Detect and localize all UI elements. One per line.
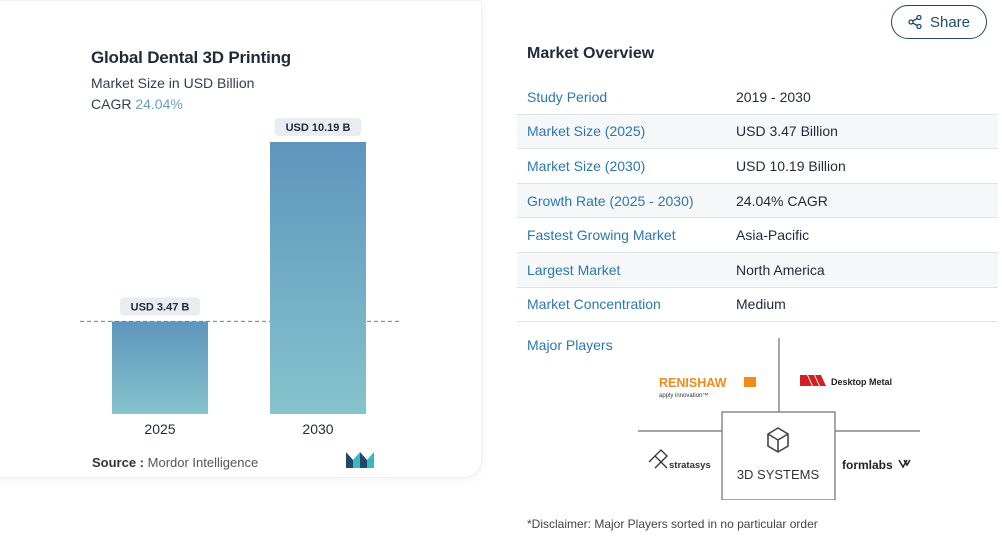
major-players-grid: RENISHAW apply innovation™ Desktop Metal… — [638, 338, 920, 500]
overview-key[interactable]: Market Concentration — [527, 296, 661, 313]
renishaw-name: RENISHAW — [659, 376, 727, 390]
source-label: Source : — [92, 455, 145, 470]
market-overview-table: Study Period 2019 - 2030 Market Size (2025… — [517, 80, 998, 323]
major-players-title: Major Players — [527, 337, 613, 353]
bar-chart: USD 3.47 B 2025 USD 10.19 B 2030 — [80, 118, 400, 437]
formlabs-name: formlabs — [842, 458, 893, 472]
overview-key[interactable]: Market Size (2030) — [527, 157, 646, 174]
mordor-logo-icon — [346, 452, 374, 468]
chart-subtitle: Market Size in USD Billion — [91, 75, 255, 91]
stratasys-name: stratasys — [669, 460, 711, 471]
overview-row: Market Size (2025) USD 3.47 Billion — [517, 114, 998, 150]
source-value: Mordor Intelligence — [147, 455, 259, 470]
overview-value: Asia-Pacific — [736, 227, 810, 244]
desktop-metal-logo: Desktop Metal — [800, 375, 892, 387]
renishaw-tagline: apply innovation™ — [659, 392, 708, 399]
overview-row: Study Period 2019 - 2030 — [517, 80, 998, 115]
3d-systems-logo: 3D SYSTEMS — [737, 427, 820, 482]
cagr-label: CAGR — [91, 96, 132, 112]
overview-key[interactable]: Growth Rate (2025 - 2030) — [527, 192, 694, 209]
bar-2025 — [112, 321, 208, 414]
x-tick-label-2025: 2025 — [144, 421, 175, 437]
chart-card — [0, 0, 482, 478]
3d-systems-name: 3D SYSTEMS — [737, 467, 820, 482]
share-icon — [908, 15, 922, 29]
data-label-2025: USD 3.47 B — [131, 301, 190, 313]
overview-key[interactable]: Study Period — [527, 88, 608, 105]
data-label-bg-2025 — [120, 297, 200, 316]
chart-title: Global Dental 3D Printing — [91, 48, 291, 67]
data-label-2030: USD 10.19 B — [286, 122, 351, 134]
overview-row: Largest Market North America — [517, 252, 998, 288]
cagr-value: 24.04% — [135, 96, 183, 112]
overview-row: Market Size (2030) USD 10.19 Billion — [517, 149, 998, 184]
source-line: Source : Mordor Intelligence — [92, 455, 258, 470]
overview-value: USD 3.47 Billion — [736, 123, 838, 140]
overview-value: 24.04% CAGR — [736, 192, 828, 209]
overview-key[interactable]: Market Size (2025) — [527, 123, 646, 140]
overview-value: 2019 - 2030 — [736, 88, 811, 105]
desktop-metal-name: Desktop Metal — [831, 377, 892, 387]
bar-2030 — [270, 142, 366, 414]
overview-value: Medium — [736, 296, 786, 313]
overview-row: Fastest Growing Market Asia-Pacific — [517, 218, 998, 253]
x-tick-label-2030: 2030 — [302, 421, 333, 437]
formlabs-logo: formlabs — [842, 458, 911, 472]
overview-key[interactable]: Largest Market — [527, 261, 621, 278]
renishaw-logo: RENISHAW apply innovation™ — [659, 376, 756, 399]
share-label: Share — [929, 13, 971, 31]
overview-value: USD 10.19 Billion — [736, 157, 846, 174]
data-label-bg-2030 — [274, 118, 362, 136]
overview-row: Market Concentration Medium — [517, 288, 998, 323]
disclaimer: *Disclaimer: Major Players sorted in no … — [527, 517, 818, 531]
share-button[interactable]: Share — [891, 5, 987, 39]
overview-row: Growth Rate (2025 - 2030) 24.04% CAGR — [517, 183, 998, 219]
stratasys-logo: stratasys — [648, 449, 711, 471]
market-overview-title: Market Overview — [527, 45, 655, 62]
overview-value: North America — [736, 261, 825, 278]
chart-cagr: CAGR 24.04% — [91, 96, 183, 112]
overview-key[interactable]: Fastest Growing Market — [527, 227, 676, 244]
